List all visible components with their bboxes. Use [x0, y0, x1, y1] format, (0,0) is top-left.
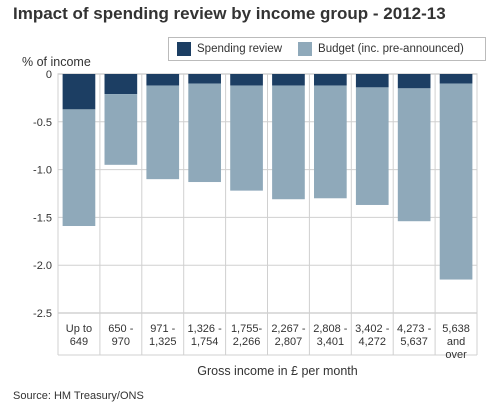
- y-axis-label: % of income: [22, 55, 91, 69]
- y-tick-label: -2.0: [33, 260, 52, 272]
- x-tick-label: 1,755-2,266: [231, 323, 263, 348]
- bar-spending-review: [230, 74, 263, 86]
- x-tick-label: 971 -1,325: [149, 323, 177, 348]
- y-tick-label: -1.0: [33, 165, 52, 177]
- bar-budget: [397, 88, 431, 222]
- bar-budget: [230, 85, 263, 191]
- bar-budget: [314, 85, 347, 199]
- x-tick-label: 1,326 -1,754: [188, 323, 223, 348]
- x-tick-label: 2,267 -2,807: [271, 323, 306, 348]
- bar-spending-review: [439, 74, 473, 84]
- bar-budget: [62, 109, 96, 227]
- bar-budget: [146, 85, 180, 180]
- bar-spending-review: [355, 74, 389, 88]
- bar-budget: [439, 83, 473, 280]
- bar-spending-review: [188, 74, 221, 84]
- x-axis-label: Gross income in £ per month: [197, 364, 358, 378]
- chart-title: Impact of spending review by income grou…: [13, 4, 446, 23]
- y-tick-label: -0.5: [33, 117, 52, 129]
- bar-budget: [355, 87, 389, 205]
- legend-item-spending-review: Spending review: [177, 42, 282, 56]
- bar-spending-review: [146, 74, 180, 86]
- y-tick-label: -2.5: [33, 308, 52, 320]
- bar-budget: [188, 83, 221, 183]
- legend-swatch-spending-review: [177, 42, 191, 56]
- y-tick-label: -1.5: [33, 212, 52, 224]
- legend-label-budget: Budget (inc. pre-announced): [318, 43, 464, 55]
- bar-budget: [272, 85, 305, 200]
- bar-spending-review: [314, 74, 347, 86]
- bar-spending-review: [104, 74, 138, 95]
- legend: Spending review Budget (inc. pre-announc…: [168, 37, 486, 61]
- x-tick-label: 5,638 and over: [442, 323, 470, 361]
- bar-spending-review: [272, 74, 305, 86]
- bar-spending-review: [397, 74, 431, 89]
- bar-spending-review: [62, 74, 96, 110]
- source-note: Source: HM Treasury/ONS: [13, 390, 144, 402]
- legend-label-spending-review: Spending review: [197, 43, 283, 55]
- bar-budget: [104, 94, 138, 165]
- legend-swatch-budget: [298, 42, 313, 56]
- x-tick-label: Up to 649: [66, 323, 92, 348]
- legend-item-budget: Budget (inc. pre-announced): [298, 42, 464, 56]
- x-tick-label: 650 -970: [108, 323, 133, 348]
- y-tick-label: 0: [46, 69, 52, 81]
- x-tick-label: 3,402 -4,272: [355, 323, 390, 348]
- x-tick-label: 2,808 -3,401: [313, 323, 348, 348]
- x-tick-label: 4,273 -5,637: [397, 323, 432, 348]
